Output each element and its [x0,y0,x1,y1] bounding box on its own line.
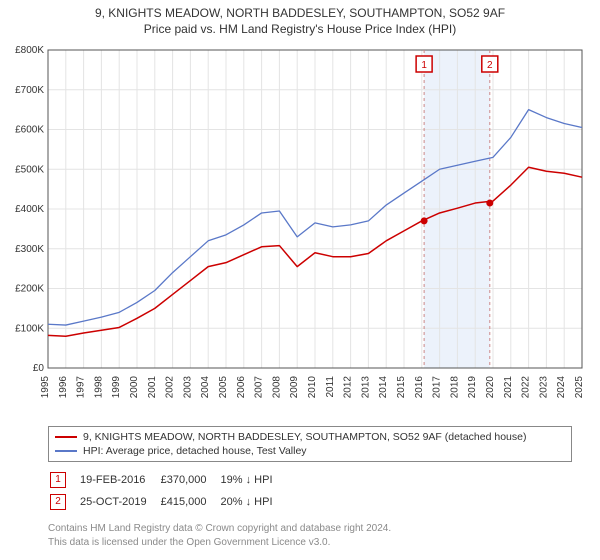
svg-text:2001: 2001 [147,376,158,399]
svg-text:2000: 2000 [129,376,140,399]
svg-text:£600K: £600K [15,125,44,136]
legend-swatch-property [55,436,77,438]
legend-row: HPI: Average price, detached house, Test… [55,444,565,458]
svg-text:1: 1 [421,60,427,71]
svg-text:£200K: £200K [15,284,44,295]
marker-badge: 1 [50,472,66,488]
svg-text:2011: 2011 [325,376,336,398]
marker-delta: 19% ↓ HPI [221,470,285,490]
svg-text:2010: 2010 [307,376,318,399]
svg-text:1998: 1998 [93,376,104,399]
svg-text:2014: 2014 [378,376,389,399]
price-chart: £0 £100K £200K £300K £400K £500K £600K £700K £80… [0,40,600,420]
svg-text:£500K: £500K [15,164,44,175]
svg-text:2015: 2015 [396,376,407,399]
svg-text:1996: 1996 [58,376,69,399]
svg-text:£0: £0 [33,363,45,374]
footer-line: This data is licensed under the Open Gov… [48,536,600,550]
svg-text:£400K: £400K [15,204,44,215]
svg-text:£300K: £300K [15,244,44,255]
svg-text:2007: 2007 [254,376,265,399]
page-subtitle: Price paid vs. HM Land Registry's House … [0,20,600,40]
table-row: 2 25-OCT-2019 £415,000 20% ↓ HPI [50,492,285,512]
marker-price: £415,000 [161,492,219,512]
svg-text:1997: 1997 [76,376,87,399]
marker-date: 19-FEB-2016 [80,470,159,490]
svg-text:2024: 2024 [556,376,567,399]
marker-price: £370,000 [161,470,219,490]
svg-text:2009: 2009 [289,376,300,399]
marker-date: 25-OCT-2019 [80,492,159,512]
page-title: 9, KNIGHTS MEADOW, NORTH BADDESLEY, SOUT… [0,0,600,20]
svg-text:2017: 2017 [432,376,443,399]
footer: Contains HM Land Registry data © Crown c… [48,522,600,549]
marker-badge: 2 [50,494,66,510]
svg-text:1999: 1999 [111,376,122,399]
svg-text:2004: 2004 [200,376,211,399]
legend-label: 9, KNIGHTS MEADOW, NORTH BADDESLEY, SOUT… [83,430,526,444]
svg-text:2020: 2020 [485,376,496,399]
svg-text:£700K: £700K [15,85,44,96]
svg-text:2005: 2005 [218,376,229,399]
svg-text:2: 2 [487,60,493,71]
svg-text:2006: 2006 [236,376,247,399]
legend: 9, KNIGHTS MEADOW, NORTH BADDESLEY, SOUT… [48,426,572,462]
svg-text:£100K: £100K [15,323,44,334]
svg-text:2018: 2018 [449,376,460,399]
footer-line: Contains HM Land Registry data © Crown c… [48,522,600,536]
svg-text:2002: 2002 [165,376,176,399]
svg-text:1995: 1995 [40,376,51,399]
table-row: 1 19-FEB-2016 £370,000 19% ↓ HPI [50,470,285,490]
svg-text:2003: 2003 [182,376,193,399]
marker-delta: 20% ↓ HPI [221,492,285,512]
svg-text:2023: 2023 [538,376,549,399]
svg-text:£800K: £800K [15,45,44,56]
svg-text:2022: 2022 [521,376,532,399]
legend-label: HPI: Average price, detached house, Test… [83,444,307,458]
legend-swatch-hpi [55,450,77,452]
svg-text:2012: 2012 [343,376,354,399]
chart-svg: £0 £100K £200K £300K £400K £500K £600K £700K £80… [0,40,600,420]
marker-table: 1 19-FEB-2016 £370,000 19% ↓ HPI 2 25-OC… [48,468,287,514]
legend-row: 9, KNIGHTS MEADOW, NORTH BADDESLEY, SOUT… [55,430,565,444]
svg-text:2016: 2016 [414,376,425,399]
svg-text:2019: 2019 [467,376,478,399]
svg-text:2021: 2021 [503,376,514,399]
svg-text:2025: 2025 [574,376,585,399]
svg-text:2013: 2013 [360,376,371,399]
svg-text:2008: 2008 [271,376,282,399]
